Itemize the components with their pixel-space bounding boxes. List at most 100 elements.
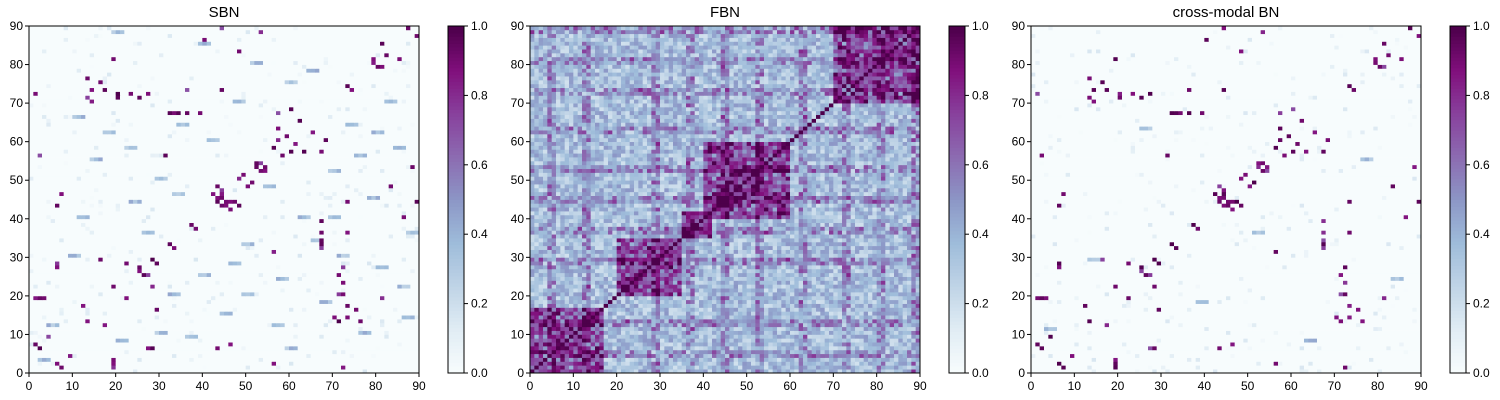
- heatmap-cell: [254, 353, 260, 358]
- heatmap-cell: [163, 311, 169, 316]
- heatmap-cell: [124, 253, 130, 258]
- heatmap-cell: [345, 172, 351, 177]
- heatmap-cell: [94, 157, 99, 162]
- heatmap-cell: [46, 222, 52, 227]
- heatmap-cell: [297, 234, 303, 239]
- heatmap-cell: [310, 257, 316, 262]
- heatmap-cell: [289, 280, 294, 285]
- heatmap-cell: [46, 172, 52, 177]
- heatmap-cell: [198, 369, 203, 374]
- heatmap-cell: [393, 311, 398, 316]
- heatmap-cell: [215, 292, 221, 297]
- heatmap-cell: [120, 330, 125, 335]
- heatmap-cell: [128, 319, 134, 324]
- heatmap-cell: [107, 311, 112, 316]
- heatmap-cell: [211, 261, 216, 266]
- heatmap-cell: [293, 303, 299, 308]
- heatmap-cell: [202, 299, 208, 304]
- heatmap-cell: [206, 346, 212, 351]
- heatmap-cell: [380, 160, 385, 166]
- heatmap-cell: [146, 241, 151, 247]
- heatmap-cell: [263, 334, 268, 339]
- heatmap-cell: [332, 349, 338, 355]
- heatmap-cell: [42, 160, 47, 166]
- heatmap-cell: [211, 276, 216, 281]
- heatmap-cell: [323, 330, 329, 335]
- heatmap-cell: [29, 326, 34, 331]
- heatmap-cell: [414, 191, 420, 196]
- heatmap-cell: [211, 238, 216, 243]
- heatmap-cell: [349, 365, 355, 370]
- heatmap-cell: [341, 276, 346, 281]
- heatmap-cell: [198, 292, 203, 297]
- heatmap-cell: [271, 211, 277, 216]
- heatmap-cell: [371, 353, 377, 358]
- heatmap-cell: [146, 261, 151, 266]
- heatmap-cell: [33, 292, 39, 297]
- heatmap-cell: [250, 230, 255, 235]
- heatmap-cell: [367, 280, 372, 285]
- heatmap-cell: [33, 257, 39, 262]
- heatmap-cell: [59, 276, 65, 281]
- heatmap-cell: [349, 164, 355, 170]
- heatmap-cell: [176, 257, 182, 262]
- heatmap-cell: [237, 288, 242, 293]
- heatmap-cell: [284, 322, 290, 328]
- heatmap-cell: [29, 234, 34, 239]
- heatmap-cell: [137, 249, 143, 254]
- heatmap-cell: [414, 361, 420, 366]
- heatmap-cell: [224, 369, 229, 374]
- heatmap-cell: [267, 299, 273, 304]
- heatmap-cell: [193, 326, 199, 331]
- heatmap-cell: [72, 326, 78, 331]
- heatmap-cell: [280, 261, 286, 266]
- heatmap-cell: [55, 357, 60, 362]
- heatmap-cell: [323, 299, 329, 304]
- heatmap-cell: [29, 184, 34, 189]
- heatmap-cell: [206, 361, 212, 366]
- heatmap-cell: [137, 214, 143, 220]
- heatmap-cell: [89, 249, 95, 254]
- heatmap-cell: [380, 238, 385, 243]
- heatmap-cell: [263, 249, 268, 254]
- heatmap-cell: [146, 253, 151, 258]
- heatmap-cell: [98, 338, 104, 343]
- heatmap-cell: [59, 241, 65, 247]
- heatmap-cell: [63, 334, 69, 339]
- heatmap-cell: [328, 176, 333, 181]
- heatmap-cell: [250, 349, 255, 355]
- heatmap-cell: [328, 349, 333, 355]
- heatmap-cell: [224, 265, 229, 270]
- heatmap-cell: [284, 295, 290, 301]
- heatmap-cell: [388, 315, 394, 320]
- heatmap-cell: [98, 218, 104, 223]
- heatmap-cell: [336, 168, 342, 173]
- heatmap-cell: [276, 292, 281, 297]
- heatmap-cell: [124, 245, 130, 250]
- heatmap-cell: [89, 207, 95, 212]
- heatmap-cell: [63, 311, 69, 316]
- heatmap-cell: [280, 191, 286, 196]
- heatmap-cell: [206, 203, 212, 208]
- heatmap-cell: [276, 230, 281, 235]
- heatmap-cell: [397, 338, 403, 343]
- heatmap-cell: [297, 168, 303, 173]
- heatmap-cell: [315, 187, 320, 193]
- heatmap-cell: [354, 265, 359, 270]
- heatmap-cell: [328, 303, 333, 308]
- heatmap-cell: [33, 191, 39, 196]
- heatmap-cell: [202, 330, 208, 335]
- heatmap-cell: [55, 346, 60, 351]
- heatmap-cell: [72, 241, 78, 247]
- heatmap-cell: [406, 249, 411, 254]
- heatmap-cell: [271, 164, 277, 170]
- heatmap-cell: [367, 369, 372, 374]
- heatmap-cell: [206, 357, 212, 362]
- heatmap-cell: [336, 249, 342, 254]
- heatmap-cell: [254, 168, 260, 173]
- heatmap-cell: [271, 253, 277, 258]
- heatmap-cell: [237, 268, 242, 274]
- heatmap-cell: [228, 365, 234, 370]
- heatmap-cell: [33, 315, 39, 320]
- heatmap-cell: [185, 311, 190, 316]
